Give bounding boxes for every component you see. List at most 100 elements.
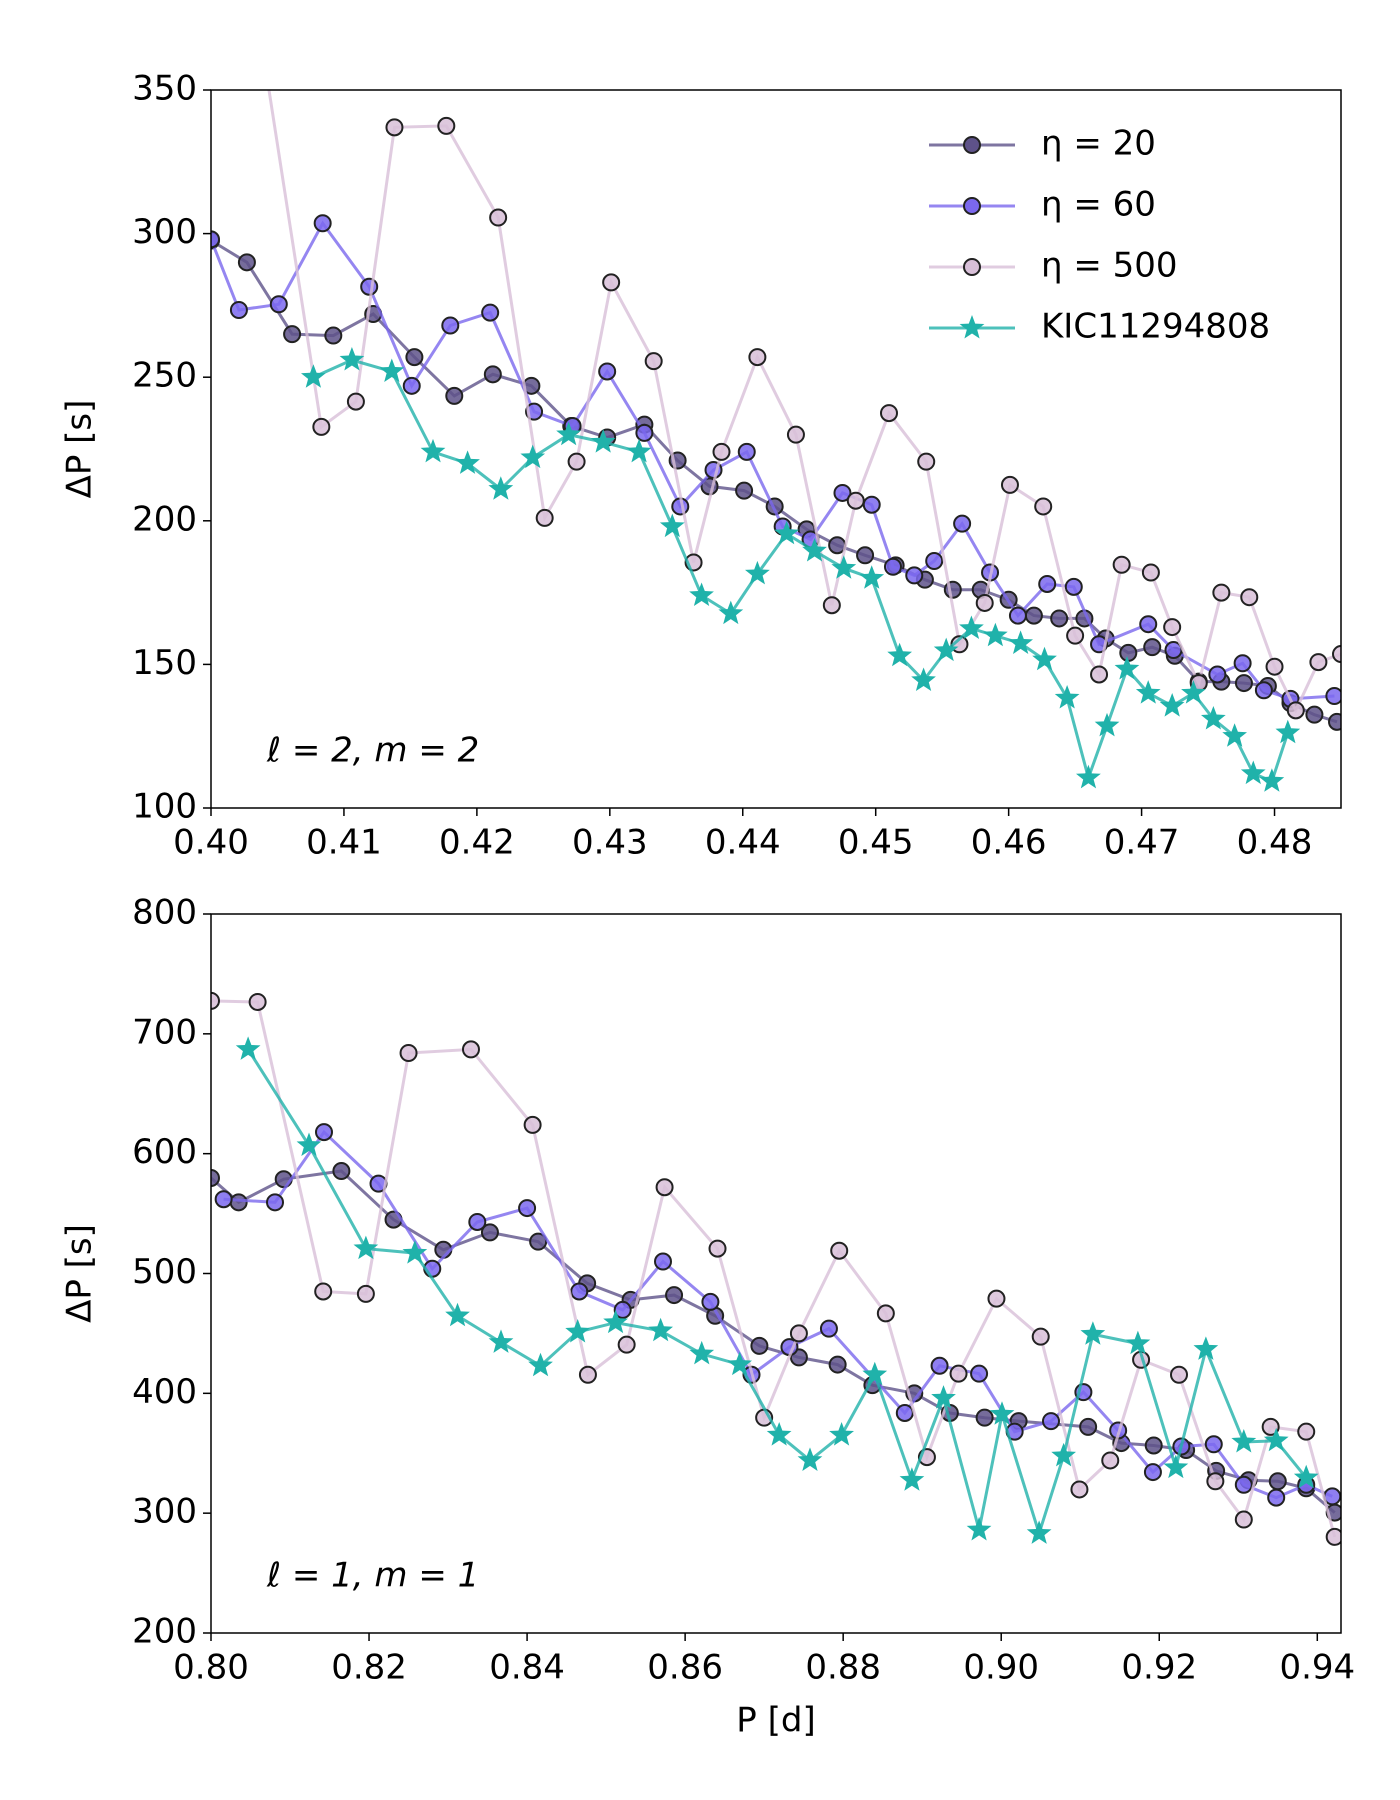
y-tick-label: 300 [132,212,197,252]
star-marker [520,444,546,469]
star-marker [1159,693,1185,717]
star-marker [1051,1442,1076,1467]
circle-marker [481,303,500,322]
star-marker [565,1319,590,1343]
star-marker [689,1340,715,1365]
circle-marker [518,1199,537,1218]
star-marker [445,1302,470,1327]
star-marker [339,347,365,371]
circle-marker [1041,1412,1060,1431]
star-marker [1008,630,1033,654]
star-marker [1240,760,1266,785]
circle-marker [883,557,902,576]
circle-marker [1119,643,1138,662]
star-marker [1201,706,1226,730]
star-marker [1054,685,1080,709]
star-marker [626,438,652,463]
circle-marker [822,596,841,615]
circle-marker [1143,1463,1162,1482]
circle-marker [1332,645,1341,664]
circle-marker [405,348,424,367]
circle-marker [1031,1327,1050,1346]
circle-marker [856,546,875,565]
circle-marker [1233,654,1252,673]
y-tick-label: 250 [132,356,197,396]
circle-marker [1143,638,1162,657]
y-tick-label: 200 [132,499,197,539]
circle-marker [211,991,220,1010]
star-marker [1094,712,1120,737]
star-marker [983,622,1008,647]
circle-marker [1141,563,1160,582]
star-marker [455,450,480,474]
circle-marker [283,325,302,344]
circle-marker [229,300,248,319]
y-axis-label: ΔP [s] [60,1224,100,1323]
star-marker [1080,1321,1106,1345]
star-marker [718,600,744,625]
circle-marker [613,1300,632,1319]
circle-marker [830,1241,849,1260]
circle-marker [917,452,936,471]
circle-marker [529,1232,548,1251]
circle-marker [1034,497,1053,516]
x-tick-label: 0.92 [1121,1648,1197,1688]
star-marker [911,667,936,691]
circle-marker [269,295,288,314]
legend-circle [963,258,981,276]
star-marker [802,538,827,562]
circle-marker [229,1193,248,1212]
legend-circle [963,197,981,215]
circle-marker [385,118,404,137]
star-marker [859,565,885,589]
circle-marker [1305,705,1324,724]
circle-marker [346,392,365,411]
annotation: ℓ = 2, m = 2 [266,731,479,771]
star-marker [379,358,405,382]
circle-marker [880,404,898,423]
circle-marker [975,1408,994,1427]
star-marker [989,1401,1015,1425]
circle-marker [437,116,456,135]
star-marker [931,1385,956,1409]
star-marker [797,1447,823,1471]
series-line [267,90,1341,714]
circle-marker [1204,1435,1223,1454]
y-tick-label: 100 [132,787,197,827]
circle-marker [1139,615,1158,634]
circle-marker [925,552,944,571]
legend-label: KIC11294808 [1041,307,1270,347]
circle-marker [480,1223,499,1242]
circle-marker [1309,653,1328,672]
circle-marker [748,348,767,367]
circle-marker [1144,1436,1163,1455]
circle-marker [248,992,267,1011]
series-line [223,1129,1333,1500]
circle-marker [445,386,464,405]
circle-marker [211,1168,220,1187]
y-tick-label: 700 [132,1012,197,1052]
legend-label: η = 60 [1041,185,1156,225]
circle-marker [1286,701,1305,720]
circle-marker [1268,1472,1287,1491]
circle-marker [402,376,421,395]
star-marker [899,1467,925,1491]
star-marker [1263,1427,1289,1452]
circle-marker [1112,555,1131,574]
circle-marker [332,1162,351,1181]
circle-marker [483,365,502,384]
circle-marker [949,1364,968,1383]
circle-marker [399,1044,418,1063]
circle-marker [360,277,379,296]
circle-marker [701,1292,720,1311]
circle-marker [312,417,331,436]
circle-marker [356,1284,375,1303]
plot-area [211,991,1341,1546]
star-marker [933,637,959,662]
star-marker [301,364,326,388]
circle-marker [1325,1527,1341,1546]
circle-marker [1297,1422,1316,1441]
circle-marker [1328,712,1341,731]
star-marker [887,642,912,667]
